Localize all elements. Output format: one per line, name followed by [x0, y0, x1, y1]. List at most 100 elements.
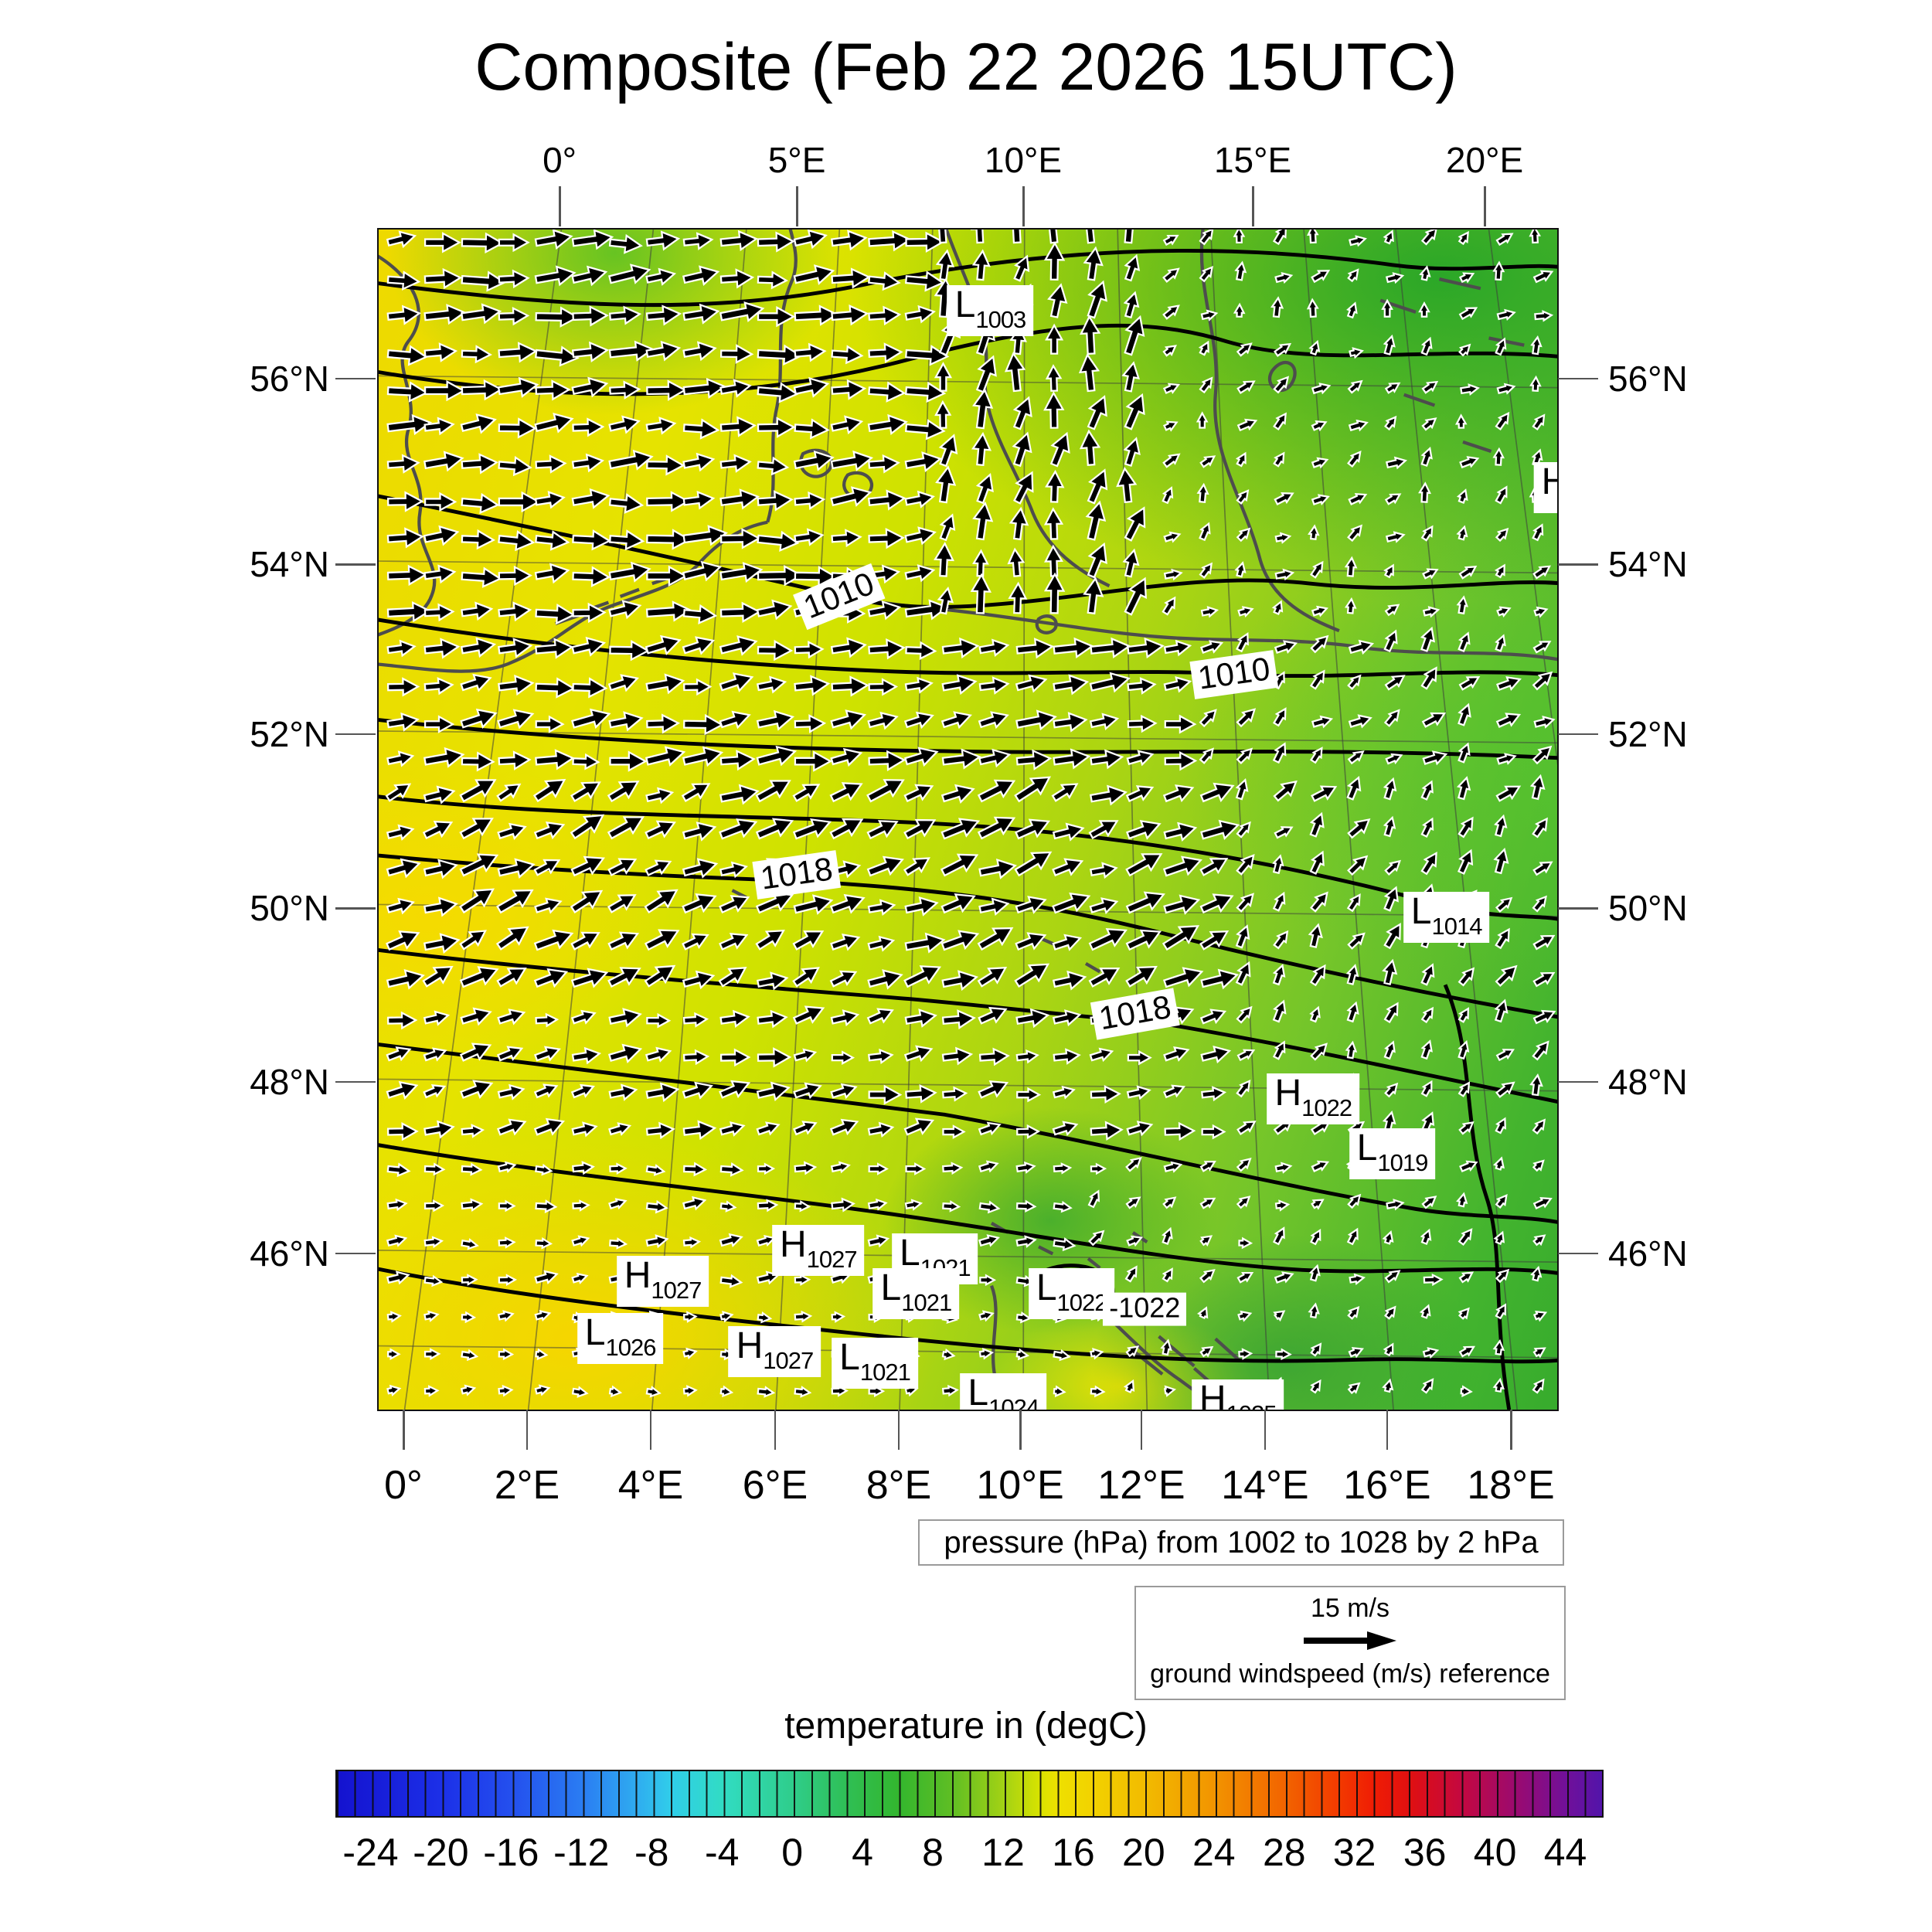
wind-arrow: [757, 231, 795, 253]
wind-arrow: [1045, 469, 1065, 503]
wind-arrow: [1495, 1268, 1510, 1284]
wind-arrow: [868, 381, 906, 403]
pressure-value: 1026: [605, 1334, 656, 1362]
wind-arrow: [756, 709, 795, 731]
wind-arrow: [1495, 1049, 1515, 1062]
wind-arrow: [1530, 335, 1543, 355]
wind-arrow: [1346, 1001, 1359, 1023]
wind-arrow: [1053, 1162, 1073, 1175]
wind-arrow: [1164, 714, 1197, 734]
axis-tick-right: [1558, 733, 1598, 736]
wind-arrow: [1533, 606, 1549, 618]
wind-arrow: [1347, 932, 1366, 950]
wind-arrow: [571, 1046, 602, 1065]
wind-arrow: [1200, 640, 1224, 654]
wind-arrow: [1005, 230, 1027, 244]
wind-arrow: [938, 434, 958, 468]
wind-arrow: [534, 897, 563, 914]
wind-arrow: [608, 493, 645, 514]
axis-label-bottom: 18°E: [1467, 1463, 1555, 1508]
wind-arrow: [1309, 1228, 1321, 1246]
axis-label-top: 15°E: [1213, 140, 1292, 180]
wind-arrow: [978, 1160, 999, 1173]
wind-arrow: [1199, 1345, 1214, 1358]
wind-arrow: [1079, 429, 1101, 466]
wind-arrow: [1273, 376, 1290, 394]
wind-arrow: [1053, 1200, 1073, 1213]
wind-arrow: [461, 1274, 478, 1286]
wind-arrow: [1311, 383, 1332, 395]
wind-arrow: [1236, 1121, 1257, 1135]
wind-arrow: [1347, 268, 1359, 283]
graticule-parallel: [379, 375, 1557, 389]
wind-arrow: [1052, 858, 1084, 877]
wind-arrow: [1013, 254, 1030, 282]
wind-arrow: [534, 230, 573, 250]
pressure-letter: L: [954, 284, 976, 326]
colorbar-tick-label: 20: [1122, 1831, 1165, 1874]
wind-arrow: [1127, 637, 1165, 659]
wind-arrow: [682, 418, 720, 440]
wind-arrow: [755, 930, 785, 951]
wind-arrow: [459, 930, 487, 951]
wind-arrow: [1311, 715, 1334, 729]
wind-arrow: [1236, 1005, 1253, 1024]
wind-arrow: [644, 964, 676, 988]
wind-arrow: [1015, 709, 1057, 731]
colorbar-tick-label: 0: [781, 1831, 804, 1874]
wind-arrow: [1201, 1086, 1227, 1102]
wind-arrow: [1052, 1121, 1079, 1137]
contour-label: -1022: [1103, 1292, 1187, 1326]
wind-arrow: [1420, 447, 1433, 468]
wind-arrow: [904, 419, 946, 440]
wind-arrow: [1421, 380, 1439, 394]
wind-arrow: [1088, 928, 1128, 951]
wind-arrow: [1347, 1193, 1362, 1209]
wind-arrow: [757, 270, 788, 290]
wind-arrow: [1199, 858, 1229, 876]
wind-arrow: [1015, 1049, 1039, 1064]
wind-arrow: [534, 491, 566, 509]
wind-arrow: [1235, 631, 1249, 653]
wind-arrow: [534, 1046, 561, 1062]
wind-arrow: [386, 491, 424, 512]
wind-arrow: [385, 783, 412, 802]
wind-arrow: [794, 1274, 811, 1286]
wind-arrow: [868, 527, 905, 549]
wind-arrow: [1347, 855, 1369, 876]
wind-arrow: [1014, 851, 1053, 877]
wind-arrow: [607, 816, 645, 840]
wind-arrow: [1532, 1040, 1549, 1061]
axis-tick-right: [1558, 907, 1598, 910]
wind-arrow: [1383, 334, 1396, 355]
wind-arrow: [831, 1050, 855, 1065]
wind-arrow: [645, 417, 677, 435]
axis-label-right: 48°N: [1608, 1061, 1688, 1102]
wind-arrow: [423, 1310, 440, 1322]
wind-arrow: [830, 1009, 860, 1027]
wind-arrow: [496, 783, 522, 802]
wind-arrow: [1053, 674, 1090, 696]
wind-arrow: [757, 565, 804, 587]
wind-arrow: [1309, 811, 1325, 838]
wind-arrow: [719, 562, 764, 583]
wind-arrow: [1052, 934, 1083, 951]
wind-arrow: [498, 233, 530, 253]
wind-arrow: [977, 816, 1016, 840]
wind-arrow: [1162, 304, 1180, 320]
coastline: [1035, 614, 1058, 634]
wind-arrow: [904, 270, 945, 292]
wind-arrow: [386, 677, 420, 697]
wind-arrow: [1384, 1270, 1401, 1284]
wind-arrow: [1235, 924, 1250, 949]
wind-arrow: [1199, 782, 1235, 803]
wind-arrow: [719, 861, 748, 879]
pressure-center-label: L1022: [1028, 1268, 1115, 1320]
wind-arrow: [755, 892, 794, 914]
wind-arrow: [386, 600, 432, 623]
wind-arrow: [831, 675, 869, 697]
wind-arrow: [756, 675, 787, 694]
wind-arrow: [386, 1080, 419, 1100]
wind-arrow: [608, 711, 644, 732]
wind-arrow: [1532, 671, 1553, 691]
